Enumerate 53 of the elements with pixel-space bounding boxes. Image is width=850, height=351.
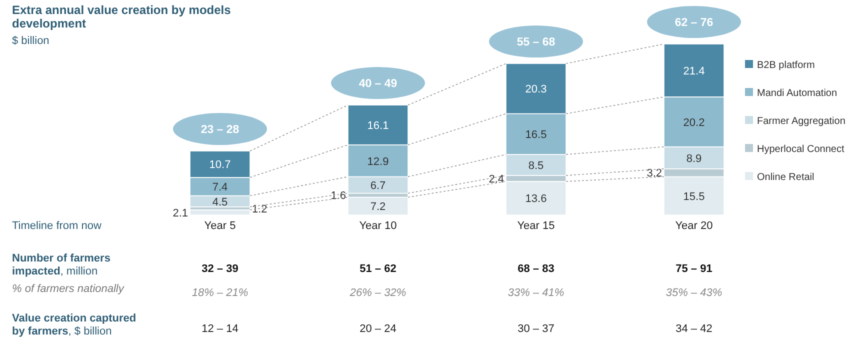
- text: Number of farmers impacted, million: [12, 252, 110, 278]
- chart-title: Extra annual value creation by models development: [12, 3, 231, 30]
- data-label: 16.5: [525, 129, 547, 142]
- text: 18% – 21%: [192, 287, 248, 299]
- text: 30 – 37: [518, 323, 554, 335]
- total-label: 62 – 76: [674, 17, 714, 29]
- legend-label: Mandi Automation: [757, 88, 838, 99]
- x-tick-label: Year 5: [204, 220, 236, 232]
- data-label: 21.4: [683, 65, 705, 78]
- text: 32 – 39: [202, 263, 238, 275]
- data-label: 16.1: [367, 120, 389, 132]
- text: 20 – 24: [360, 323, 396, 335]
- text: 75 – 91: [676, 263, 712, 275]
- data-label: 8.9: [686, 152, 702, 165]
- data-label: 20.2: [683, 116, 705, 129]
- data-label: 2.1: [172, 207, 188, 220]
- data-label: 7.2: [370, 201, 386, 214]
- legend-label: Farmer Aggregation: [757, 116, 846, 127]
- legend-label: Hyperlocal Connect: [757, 144, 844, 155]
- text: 68 – 83: [518, 263, 554, 275]
- x-tick-label: Year 15: [517, 220, 555, 232]
- data-label: 1.2: [252, 203, 268, 216]
- text: 51 – 62: [360, 263, 396, 275]
- bar: [348, 196, 408, 216]
- legend-label: Online Retail: [757, 172, 814, 183]
- text: 12 – 14: [202, 323, 238, 335]
- data-label: 6.7: [370, 180, 386, 192]
- data-label: 8.5: [528, 160, 544, 172]
- legend-label: B2B platform: [757, 60, 815, 71]
- data-label: 12.9: [367, 156, 389, 168]
- data-label: 4.5: [212, 196, 228, 208]
- data-label: 1.6: [330, 190, 346, 202]
- text: Timeline from now: [12, 220, 102, 232]
- text: Value creation captured by farmers, $ billion: [12, 312, 136, 338]
- text: 34 – 42: [676, 323, 712, 335]
- x-tick-label: Year 10: [359, 220, 397, 232]
- total-label: 55 – 68: [516, 36, 556, 49]
- data-label: 15.5: [683, 190, 705, 203]
- data-label: 3.2: [646, 168, 662, 180]
- bar: [190, 209, 250, 216]
- text: 26% – 32%: [348, 287, 406, 299]
- data-label: 20.3: [525, 84, 547, 96]
- data-label: 10.7: [209, 159, 231, 172]
- x-tick-label: Year 20: [675, 220, 713, 232]
- text: 33% – 41%: [508, 287, 564, 299]
- total-label: 23 – 28: [200, 124, 240, 136]
- text: % of farmers nationally: [12, 283, 126, 295]
- data-label: 7.4: [212, 182, 228, 194]
- text: $ billion: [12, 35, 50, 47]
- total-label: 40 – 49: [358, 78, 398, 90]
- data-label: 2.4: [488, 173, 504, 186]
- data-label: 13.6: [525, 193, 547, 206]
- text: 35% – 43%: [666, 287, 722, 299]
